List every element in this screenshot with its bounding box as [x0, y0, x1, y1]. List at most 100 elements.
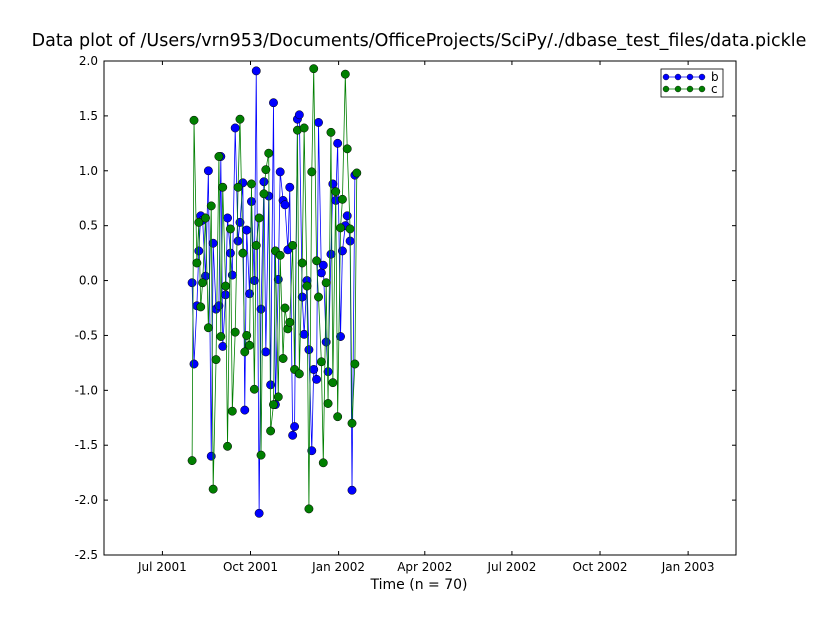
y-tick-label: -2.5: [75, 548, 98, 562]
data-point-c: [336, 223, 345, 233]
y-tick-label: 0.5: [79, 219, 98, 233]
data-point-b: [309, 365, 319, 374]
data-point-c: [352, 168, 362, 178]
data-point-c: [245, 340, 255, 350]
data-point-b: [194, 246, 204, 256]
data-point-c: [230, 327, 240, 337]
data-point-b: [251, 66, 261, 76]
y-axis: -2.5 -2.0 -1.5 -1.0 -0.5 0.0 0.5 1.0 1.5 2.0: [75, 54, 736, 562]
data-point-b: [347, 485, 357, 495]
data-point-b: [294, 110, 304, 120]
data-point-c: [266, 426, 276, 436]
data-point-c: [211, 355, 221, 365]
data-point-c: [198, 278, 208, 288]
data-point-b: [290, 422, 300, 432]
data-point-b: [318, 260, 328, 270]
data-point-c: [347, 418, 357, 428]
data-point-c: [316, 357, 326, 367]
data-point-b: [218, 341, 228, 351]
series-layer: [187, 64, 362, 518]
data-point-c: [233, 182, 243, 192]
data-point-b: [269, 98, 278, 108]
data-point-b: [223, 213, 232, 223]
legend-marker: [686, 73, 694, 81]
data-point-b: [280, 200, 290, 210]
x-axis-label: Time (n = 70): [370, 577, 468, 593]
data-point-c: [328, 378, 338, 388]
data-point-b: [342, 211, 352, 221]
legend-marker: [662, 85, 670, 93]
data-point-c: [242, 330, 252, 340]
data-point-c: [278, 354, 288, 363]
data-point-b: [333, 138, 343, 148]
data-point-b: [297, 292, 307, 302]
data-point-c: [203, 323, 213, 333]
data-point-c: [280, 303, 290, 313]
data-point-c: [196, 302, 206, 312]
data-point-b: [299, 329, 309, 339]
data-point-c: [307, 167, 317, 177]
data-point-b: [307, 446, 317, 456]
data-point-b: [316, 268, 326, 278]
data-point-c: [342, 144, 352, 154]
data-point-b: [326, 249, 336, 259]
y-tick-label: -1.0: [75, 383, 98, 397]
y-tick-label: -1.5: [75, 438, 98, 452]
data-point-c: [299, 123, 309, 133]
data-point-c: [331, 187, 341, 197]
data-point-b: [214, 301, 224, 311]
series-line-c: [191, 68, 358, 509]
data-point-c: [337, 194, 347, 204]
data-point-b: [240, 405, 250, 415]
x-axis: Jul 2001 Oct 2001 Jan 2002 Apr 2002 Jul 2002…: [137, 61, 715, 574]
data-point-c: [227, 406, 237, 416]
data-point-b: [242, 225, 252, 235]
series-c: [187, 64, 362, 514]
legend-marker: [698, 85, 706, 93]
data-point-c: [254, 213, 264, 223]
y-tick-label: 1.0: [79, 164, 98, 178]
data-point-b: [321, 337, 331, 347]
legend-entry-b: b: [662, 70, 719, 84]
data-point-b: [233, 236, 243, 246]
data-point-c: [225, 224, 235, 234]
data-point-c: [251, 240, 261, 250]
data-point-c: [235, 114, 245, 124]
data-point-c: [285, 317, 295, 327]
data-point-b: [249, 276, 259, 286]
legend-label: c: [711, 82, 718, 96]
data-point-b: [256, 304, 266, 314]
data-point-c: [302, 281, 312, 291]
data-point-c: [249, 384, 259, 394]
data-point-c: [192, 258, 202, 268]
data-point-b: [328, 179, 338, 189]
legend-marker: [698, 73, 706, 81]
x-tick-label: Apr 2002: [397, 560, 452, 574]
data-point-b: [336, 332, 345, 341]
legend-marker: [686, 85, 694, 93]
legend-marker: [674, 73, 682, 81]
data-point-c: [259, 189, 269, 199]
data-point-b: [261, 347, 271, 357]
legend-box: [660, 68, 724, 98]
data-point-c: [323, 399, 333, 408]
data-point-c: [326, 127, 336, 137]
legend-marker: [662, 73, 670, 81]
x-tick-label: Jan 2003: [661, 560, 715, 574]
data-point-c: [214, 152, 224, 161]
data-point-b: [285, 182, 295, 192]
legend-label: b: [711, 70, 719, 84]
data-point-c: [304, 504, 314, 514]
data-point-b: [254, 508, 264, 518]
data-point-b: [275, 167, 285, 177]
data-point-c: [321, 278, 331, 288]
data-point-c: [240, 347, 250, 357]
data-point-b: [245, 289, 255, 299]
data-point-c: [309, 64, 319, 74]
data-point-c: [208, 484, 218, 494]
data-point-b: [304, 345, 314, 355]
data-point-b: [288, 430, 298, 440]
data-point-b: [314, 118, 323, 127]
data-point-c: [218, 182, 228, 192]
